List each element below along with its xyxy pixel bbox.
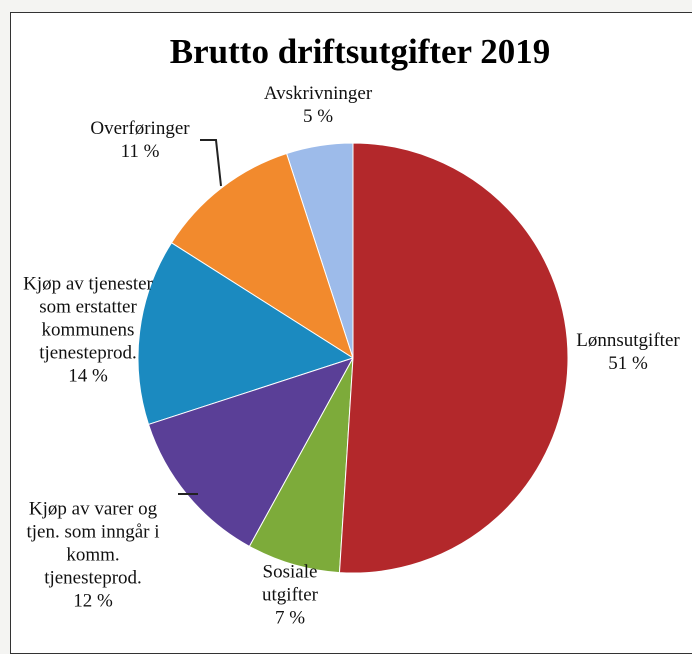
slice-label: Overføringer 11 %	[65, 117, 215, 163]
pie-slice	[147, 357, 355, 548]
category-label: Kjøp av tjenester som erstatter kommunen…	[23, 273, 153, 364]
slice-label: Kjøp av varer og tjen. som inngår i komm…	[18, 498, 168, 613]
slice-label: Lønnsutgifter 51 %	[553, 329, 692, 375]
category-label: Lønnsutgifter	[576, 330, 680, 351]
pie-slice	[338, 142, 569, 574]
slice-label: Kjøp av tjenester som erstatter kommunen…	[13, 273, 163, 388]
pie-slice	[137, 242, 355, 426]
value-label: 51 %	[608, 353, 648, 374]
category-label: Kjøp av varer og tjen. som inngår i komm…	[26, 498, 160, 589]
pie-area	[137, 139, 569, 574]
chart-title: Brutto driftsutgifter 2019	[169, 32, 551, 71]
leader-line	[200, 139, 222, 187]
value-label: 14 %	[68, 365, 108, 387]
value-label: 7 %	[274, 607, 306, 629]
slice-label: Avskrivninger 5 %	[257, 82, 379, 128]
value-label: 5 %	[302, 106, 334, 127]
chart: Brutto driftsutgifter 2019 Lønnsutgifter…	[13, 32, 692, 630]
category-label: Sosiale utgifter	[262, 561, 318, 606]
page: {"chart_data": {"type": "pie", "title": …	[10, 12, 692, 654]
category-label: Avskrivninger	[263, 83, 373, 104]
pie-slice	[170, 152, 354, 360]
category-label: Overføringer	[90, 118, 190, 139]
slice-label: Sosiale utgifter 7 %	[235, 561, 345, 630]
value-label: 11 %	[120, 141, 160, 162]
value-label: 12 %	[73, 590, 113, 612]
